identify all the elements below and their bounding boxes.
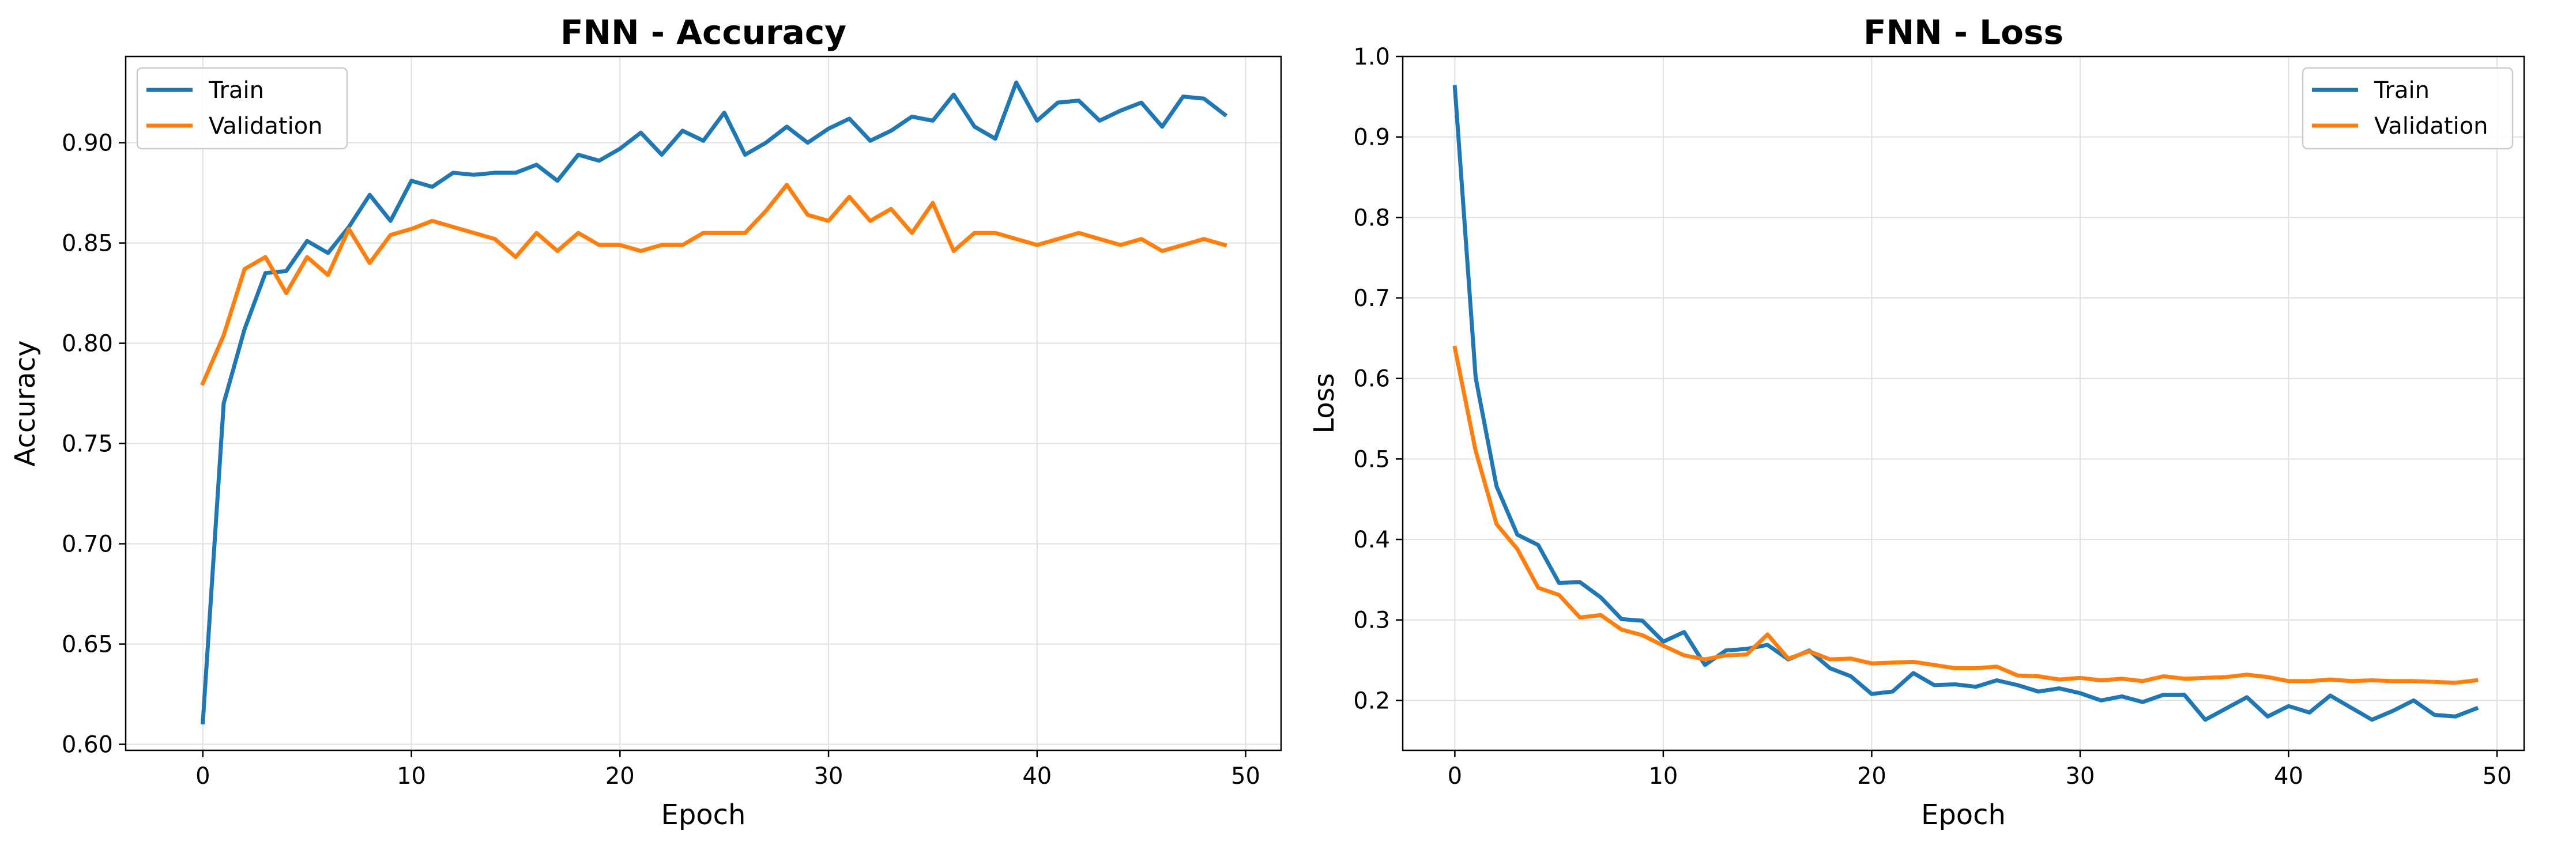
y-tick-label: 0.7: [1353, 285, 1390, 312]
legend-label: Validation: [209, 113, 323, 139]
series-line-validation: [1452, 345, 2479, 685]
legend: Train Validation: [2302, 67, 2514, 150]
x-axis-label: Epoch: [661, 799, 746, 831]
series-line-train: [1452, 85, 2479, 722]
plot-frame: [1402, 55, 2525, 751]
x-tick-label: 30: [2066, 763, 2095, 790]
y-axis-label: Loss: [1308, 373, 1340, 433]
x-tick-label: 50: [2483, 763, 2512, 790]
legend: Train Validation: [136, 67, 348, 150]
y-tick-label: 0.3: [1353, 607, 1390, 634]
x-tick-label: 0: [1448, 763, 1462, 790]
plot-frame: [125, 55, 1282, 751]
legend-label: Validation: [2374, 113, 2488, 139]
y-tick-label: 0.6: [1353, 366, 1390, 392]
y-tick-label: 0.2: [1353, 688, 1390, 714]
y-tick-label: 0.85: [62, 231, 113, 257]
series-line-validation: [200, 183, 1227, 386]
x-tick-label: 40: [1022, 763, 1052, 790]
x-tick-label: 10: [397, 763, 426, 790]
y-tick-label: 0.8: [1353, 205, 1390, 231]
y-tick-label: 0.60: [62, 732, 113, 758]
y-axis-label: Accuracy: [9, 340, 42, 466]
y-tick-label: 0.5: [1353, 446, 1390, 473]
y-tick-label: 0.9: [1353, 124, 1390, 151]
loss-chart: 0 10 20 30 40 50 0.2 0.3 0.4 0.5 0.6 0.7 0.8 0.9 1.0 FN…: [1308, 13, 2525, 831]
chart-title: FNN - Loss: [1863, 13, 2063, 52]
x-tick-label: 30: [814, 763, 843, 790]
series-line-train: [201, 80, 1228, 725]
x-tick-label: 40: [2274, 763, 2303, 790]
y-tick-label: 0.75: [62, 431, 113, 458]
y-tick-label: 1.0: [1353, 44, 1390, 70]
y-tick-label: 0.4: [1353, 527, 1390, 553]
y-tick-label: 0.80: [62, 331, 113, 357]
y-tick-label: 0.70: [62, 531, 113, 558]
x-tick-label: 10: [1648, 763, 1678, 790]
chart-title: FNN - Accuracy: [560, 13, 846, 52]
accuracy-chart: 0 10 20 30 40 50 0.60 0.65 0.70 0.75 0.80 0.85 0.90 F…: [9, 13, 1282, 831]
legend-label: Train: [208, 77, 264, 104]
x-tick-label: 20: [1857, 763, 1886, 790]
x-tick-label: 0: [195, 763, 210, 790]
legend-label: Train: [2374, 77, 2430, 104]
x-tick-label: 20: [605, 763, 635, 790]
y-tick-label: 0.90: [62, 130, 113, 157]
y-tick-label: 0.65: [62, 632, 113, 658]
x-axis-label: Epoch: [1921, 799, 2006, 831]
x-tick-label: 50: [1231, 763, 1260, 790]
